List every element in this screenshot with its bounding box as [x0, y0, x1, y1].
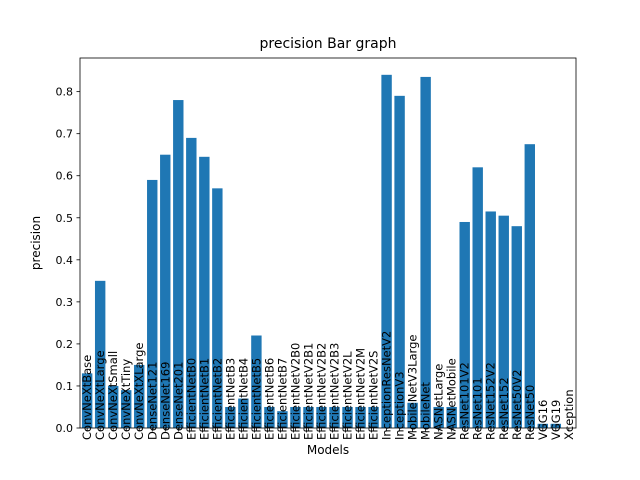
x-tick-label: EfficientNetB0 — [184, 358, 198, 440]
x-tick-label: EfficientNetB6 — [262, 358, 276, 440]
bar-DenseNet201 — [173, 100, 184, 429]
y-tick-label: 0.7 — [56, 128, 74, 141]
x-tick-label: DenseNet169 — [158, 362, 172, 440]
x-tick-label: ResNet152V2 — [484, 362, 498, 440]
x-tick-label: MobileNet — [419, 382, 433, 440]
y-tick-label: 0.8 — [56, 86, 74, 99]
bar-EfficientNetB0 — [186, 137, 197, 428]
bar-DenseNet121 — [147, 179, 158, 428]
bars-group — [81, 74, 562, 429]
x-tick-label: InceptionResNetV2 — [380, 331, 394, 440]
x-tick-label: EfficientNetB4 — [236, 358, 250, 440]
x-tick-label: ConvNeXtXLarge — [132, 343, 146, 440]
x-tick-label: ResNet101V2 — [458, 362, 472, 440]
x-tick-label: NASNetMobile — [445, 358, 459, 440]
bar-EfficientNetV2B0 — [290, 406, 301, 428]
bar-EfficientNetV2S — [368, 406, 379, 428]
bar-DenseNet169 — [160, 154, 171, 428]
x-tick-label: ConvNeXtSmall — [106, 351, 120, 440]
y-tick-label: 0.2 — [56, 338, 74, 351]
x-tick-label: Xception — [562, 389, 576, 440]
y-axis: 0.0 0.1 0.2 0.3 0.4 0.5 0.6 0.7 0.8 — [56, 86, 80, 435]
bar-EfficientNetV2B1 — [303, 406, 314, 428]
bar-EfficientNetB5 — [251, 335, 262, 428]
bar-ConvNeXtBase — [81, 373, 93, 428]
x-tick-label: VGG19 — [549, 400, 563, 440]
bar-EfficientNetB7 — [277, 411, 288, 428]
x-tick-label: EfficientNetV2M — [354, 348, 368, 440]
bar-NASNetLarge — [433, 406, 444, 428]
y-tick-label: 0.4 — [56, 254, 74, 267]
bar-EfficientNetB1 — [199, 156, 210, 428]
y-tick-label: 0.5 — [56, 212, 74, 225]
bar-MobileNetV3Large — [407, 402, 418, 428]
bar-InceptionResNetV2 — [381, 74, 392, 428]
x-tick-label: EfficientNetV2B1 — [301, 343, 315, 440]
y-tick-label: 0.6 — [56, 170, 74, 183]
x-axis-label: Models — [307, 443, 349, 457]
x-tick-label: ConvNeXtLarge — [93, 350, 107, 440]
x-tick-label: EfficientNetB2 — [210, 358, 224, 440]
y-tick-label: 0.3 — [56, 296, 74, 309]
x-tick-label: EfficientNetV2B2 — [314, 343, 328, 440]
x-tick-label: EfficientNetV2B3 — [328, 343, 342, 440]
bar-EfficientNetV2B3 — [329, 406, 340, 428]
bar-ResNet50 — [524, 144, 535, 428]
bar-ResNet101V2 — [459, 221, 470, 428]
bar-ResNet152 — [498, 215, 509, 428]
x-tick-label: EfficientNetB1 — [197, 358, 211, 440]
x-tick-label: DenseNet121 — [145, 362, 159, 440]
bar-ConvNeXtTiny — [121, 390, 132, 428]
x-tick-label: DenseNet201 — [171, 362, 185, 440]
x-tick-label: ResNet101 — [471, 377, 485, 440]
x-tick-label: MobileNetV3Large — [406, 335, 420, 440]
bar-VGG16 — [537, 423, 549, 428]
x-tick-label: ConvNeXtBase — [80, 355, 94, 440]
bar-ResNet101 — [472, 167, 483, 428]
x-tick-label: EfficientNetB3 — [223, 358, 237, 440]
x-tick-label: ResNet50V2 — [510, 369, 524, 440]
bar-NASNetMobile — [446, 406, 457, 428]
bar-ResNet50V2 — [511, 226, 522, 428]
bar-InceptionV3 — [394, 95, 405, 428]
bar-VGG19 — [550, 423, 562, 428]
x-tick-label: VGG16 — [536, 400, 550, 440]
y-tick-label: 0.1 — [56, 380, 74, 393]
bar-EfficientNetB2 — [212, 188, 223, 428]
x-tick-label: ResNet50 — [523, 385, 537, 440]
plot-frame — [79, 57, 577, 429]
bar-ConvNeXtXLarge — [134, 364, 145, 428]
x-tick-label: ResNet152 — [497, 377, 511, 440]
bar-MobileNet — [420, 76, 431, 429]
x-axis: ConvNeXtBase ConvNeXtLarge ConvNeXtSmall Co… — [80, 331, 576, 440]
x-tick-label: EfficientNetV2B0 — [288, 343, 302, 440]
x-tick-label: EfficientNetV2L — [341, 351, 355, 440]
bar-ResNet152V2 — [485, 211, 496, 428]
bar-EfficientNetB6 — [264, 406, 275, 428]
x-tick-label: EfficientNetB7 — [275, 358, 289, 440]
x-tick-label: ConvNeXtTiny — [119, 359, 133, 440]
bar-ConvNeXtLarge — [94, 280, 106, 428]
bar-EfficientNetV2L — [342, 406, 353, 428]
y-axis-label: precision — [29, 216, 43, 270]
x-tick-label: InceptionV3 — [393, 371, 407, 440]
bar-EfficientNetB3 — [225, 406, 236, 428]
bar-EfficientNetB4 — [238, 398, 249, 428]
bar-EfficientNetV2M — [355, 406, 366, 428]
chart-title: precision Bar graph — [260, 36, 397, 52]
bar-ConvNeXtSmall — [107, 385, 119, 428]
y-tick-label: 0.0 — [56, 422, 74, 435]
x-tick-label: NASNetLarge — [432, 364, 446, 440]
x-tick-label: EfficientNetB5 — [249, 358, 263, 440]
bar-EfficientNetV2B2 — [316, 406, 327, 428]
x-tick-label: EfficientNetV2S — [367, 351, 381, 440]
